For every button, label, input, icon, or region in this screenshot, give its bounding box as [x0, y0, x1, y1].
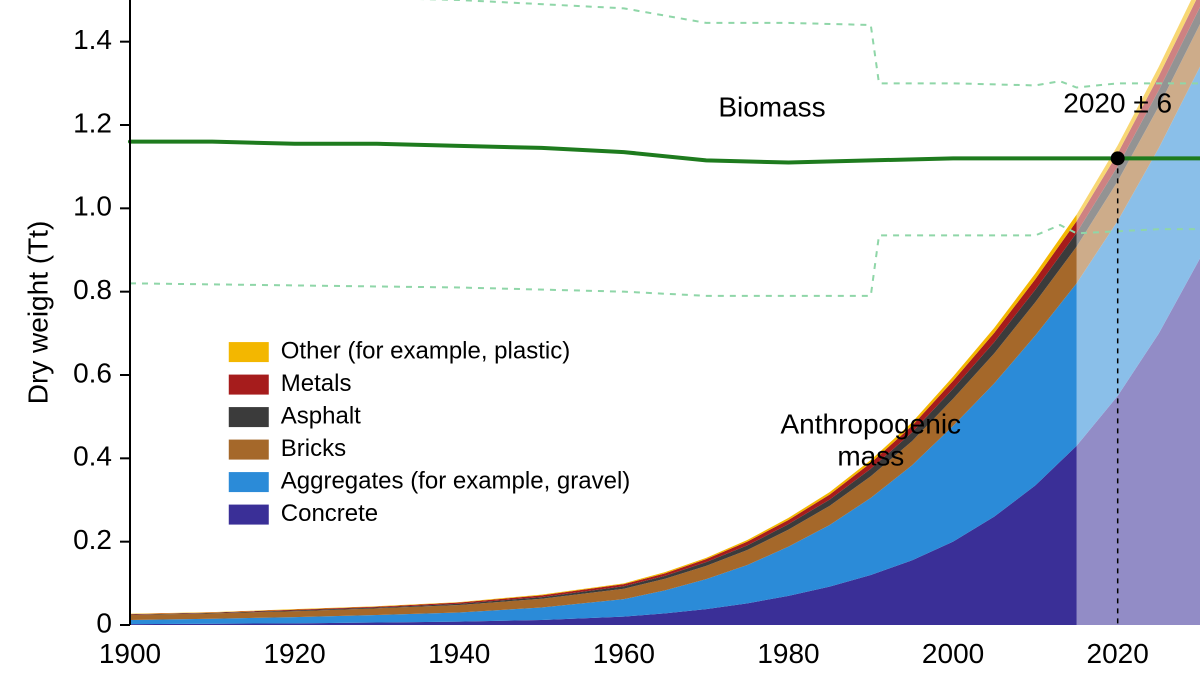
y-axis-label: Dry weight (Tt) [22, 221, 53, 405]
x-tick-label: 1960 [593, 638, 655, 669]
x-tick-label: 2020 [1087, 638, 1149, 669]
legend-swatch-asphalt [229, 407, 269, 427]
intersection-marker [1111, 151, 1125, 165]
legend-label-metals: Metals [281, 370, 352, 397]
y-tick-label: 1.2 [73, 107, 112, 138]
legend: Other (for example, plastic) Metals Asphal… [229, 337, 631, 526]
legend-swatch-metals [229, 375, 269, 395]
y-tick-label: 1.0 [73, 191, 112, 222]
intersection-label: 2020 ± 6 [1063, 88, 1172, 119]
x-tick-label: 1980 [757, 638, 819, 669]
legend-swatch-concrete [229, 505, 269, 525]
biomass-label: Biomass [718, 92, 825, 123]
y-tick-label: 0.8 [73, 274, 112, 305]
chart-svg: 0 0.2 0.4 0.6 0.8 1.0 1.2 1.4 Dry weight (Tt) 190… [0, 0, 1200, 675]
biomass-line [130, 142, 1200, 163]
y-tick-label: 0.6 [73, 357, 112, 388]
legend-label-concrete: Concrete [281, 500, 378, 527]
y-tick-label: 0.2 [73, 524, 112, 555]
legend-swatch-bricks [229, 440, 269, 460]
x-tick-label: 1920 [263, 638, 325, 669]
biomass-upper-band [130, 0, 1200, 88]
y-tick-label: 0.4 [73, 441, 112, 472]
x-tick-label: 2000 [922, 638, 984, 669]
chart-container: 0 0.2 0.4 0.6 0.8 1.0 1.2 1.4 Dry weight (Tt) 190… [0, 0, 1200, 675]
x-tick-label: 1900 [99, 638, 161, 669]
legend-label-bricks: Bricks [281, 435, 346, 462]
stacked-areas [130, 0, 1200, 625]
legend-label-asphalt: Asphalt [281, 402, 361, 429]
legend-swatch-other [229, 342, 269, 362]
x-tick-label: 1940 [428, 638, 490, 669]
legend-label-other: Other (for example, plastic) [281, 337, 570, 364]
legend-label-aggregates: Aggregates (for example, gravel) [281, 467, 631, 494]
y-tick-label: 0 [96, 607, 112, 638]
legend-swatch-aggregates [229, 472, 269, 492]
y-tick-label: 1.4 [73, 24, 112, 55]
